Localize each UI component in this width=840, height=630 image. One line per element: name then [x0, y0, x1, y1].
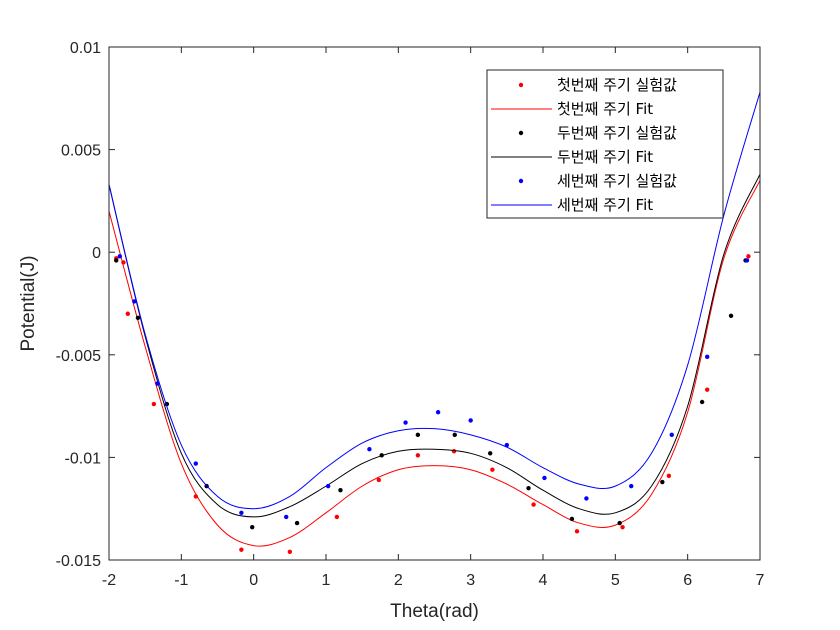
fit-line: [109, 91, 760, 510]
data-point: [669, 432, 674, 438]
data-point: [117, 254, 123, 259]
data-point: [125, 311, 131, 316]
x-tick-label: 6: [683, 572, 692, 589]
series-5: [117, 254, 750, 520]
fit-line: [109, 180, 760, 547]
data-point: [294, 520, 300, 526]
data-point: [744, 258, 750, 263]
legend-point-marker: [518, 178, 524, 184]
legend-point-marker: [518, 130, 524, 136]
legend-entry-label: 두번째 주기 실험값: [557, 124, 677, 142]
data-point: [666, 473, 672, 479]
data-point: [699, 399, 705, 405]
data-point: [452, 432, 457, 438]
data-point: [415, 453, 421, 458]
data-point: [132, 299, 137, 304]
x-axis-label: Theta(rad): [390, 601, 479, 622]
series-6: [109, 91, 760, 510]
data-point: [287, 549, 293, 554]
data-point: [487, 451, 493, 456]
legend-entry-label: 첫번째 주기 Fit: [557, 100, 653, 118]
legend-box: [486, 69, 724, 219]
series-2: [109, 180, 760, 547]
data-point: [746, 254, 751, 259]
x-tick-label: 0: [249, 572, 258, 589]
data-point: [531, 502, 536, 507]
data-point: [114, 258, 119, 263]
ticks-layer: -2 -1 0 1 2 3 4 5 6 7 -0.015 -0.01 -0.005 0 0.005 0.01: [56, 40, 765, 589]
data-point: [403, 420, 408, 425]
data-point: [284, 514, 289, 520]
data-point: [435, 410, 441, 415]
data-point: [338, 488, 343, 493]
data-point: [367, 446, 372, 452]
x-tick-label: 4: [539, 572, 548, 589]
data-point: [660, 479, 665, 485]
data-point: [468, 418, 473, 423]
data-point: [250, 524, 255, 530]
data-point: [584, 496, 589, 501]
x-tick-label: 5: [611, 572, 620, 589]
data-point: [629, 483, 634, 489]
y-tick-label: 0: [92, 245, 101, 262]
y-tick-label: -0.015: [56, 553, 101, 570]
data-point: [135, 315, 141, 321]
data-point: [325, 483, 331, 489]
data-point: [620, 524, 625, 530]
data-point: [704, 387, 710, 392]
data-point: [490, 467, 495, 472]
legend-entry-label: 두번째 주기 Fit: [557, 148, 653, 166]
y-axis-label: Potential(J): [18, 255, 39, 351]
y-tick-label: -0.01: [65, 450, 102, 467]
x-tick-label: 1: [322, 572, 331, 589]
y-tick-label: -0.005: [56, 348, 101, 365]
data-point: [526, 485, 531, 491]
data-point: [193, 461, 198, 466]
data-point: [151, 401, 157, 407]
data-point: [617, 520, 622, 526]
data-point: [542, 475, 547, 481]
y-tick-label: 0.01: [70, 40, 101, 57]
data-point: [239, 547, 244, 552]
data-point: [415, 432, 421, 438]
x-tick-label: -1: [174, 572, 188, 589]
legend-entry-label: 세번째 주기 실험값: [557, 172, 677, 190]
legend-entry-label: 세번째 주기 Fit: [557, 196, 653, 214]
data-point: [334, 514, 340, 520]
series-4: [109, 174, 760, 518]
x-tick-label: 3: [466, 572, 475, 589]
legend-entry-label: 첫번째 주기 실험값: [557, 76, 677, 94]
data-point: [569, 516, 575, 522]
data-point: [155, 381, 160, 386]
data-point: [451, 449, 457, 454]
fit-line: [109, 174, 760, 518]
data-point: [574, 529, 580, 534]
y-tick-label: 0.005: [61, 143, 101, 160]
x-tick-label: -2: [102, 572, 116, 589]
plot-frame: [108, 46, 761, 561]
data-point: [239, 510, 244, 516]
x-tick-label: 7: [756, 572, 765, 589]
data-point: [376, 477, 382, 483]
data-point: [704, 354, 710, 360]
data-point: [728, 313, 734, 319]
legend-point-marker: [518, 82, 524, 88]
series-layer: [109, 91, 760, 554]
x-tick-label: 2: [394, 572, 403, 589]
